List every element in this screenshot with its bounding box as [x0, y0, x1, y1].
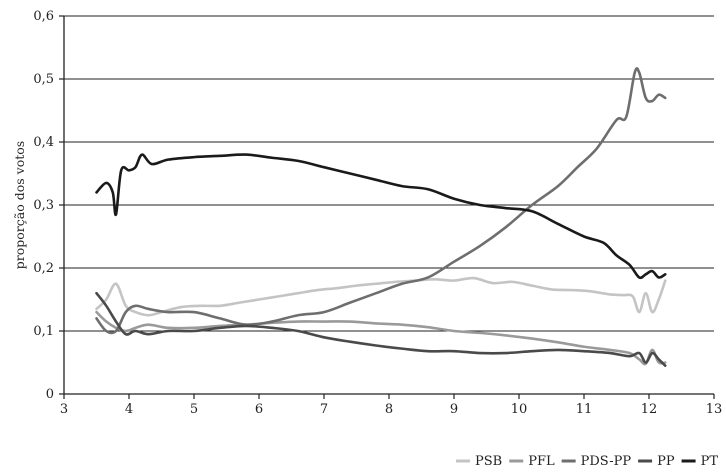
x-tick-label: 9 [450, 402, 458, 417]
legend-label-psb: PSB [475, 454, 502, 469]
x-tick-label: 7 [320, 402, 328, 417]
legend: PSB PFL PDS-PP PP PT [456, 454, 718, 469]
y-axis-title: proporção dos votos [12, 141, 27, 269]
x-tick-label: 11 [576, 402, 593, 417]
y-tick-label: 0,1 [33, 324, 54, 339]
series-line-pt [95, 153, 667, 280]
x-tick-label: 5 [190, 402, 198, 417]
y-tick-label: 0 [46, 387, 54, 402]
y-tick-label: 0,3 [33, 198, 54, 213]
series-lines [95, 67, 667, 367]
y-tick-label: 0,4 [33, 135, 54, 150]
legend-label-pfl: PFL [528, 454, 555, 469]
legend-label-pds-pp: PDS-PP [581, 454, 632, 469]
x-tick-label: 8 [385, 402, 393, 417]
gridlines [64, 15, 714, 332]
x-tick-label: 3 [60, 402, 68, 417]
y-tick-label: 0,2 [33, 261, 54, 276]
series-line-pp [95, 291, 667, 367]
x-axis-ticks: 3 4 5 6 7 8 9 10 11 12 13 [60, 394, 722, 417]
series-line-psb [95, 276, 667, 317]
series-line-pfl [95, 310, 667, 366]
x-tick-label: 13 [706, 402, 723, 417]
x-tick-label: 10 [511, 402, 528, 417]
y-axis-ticks: 0 0,1 0,2 0,3 0,4 0,5 0,6 [33, 9, 64, 402]
legend-label-pt: PT [701, 454, 719, 469]
x-tick-label: 6 [255, 402, 263, 417]
y-tick-label: 0,6 [33, 9, 54, 24]
series-line-pds-pp [95, 67, 667, 335]
legend-label-pp: PP [657, 454, 675, 469]
x-tick-label: 12 [641, 402, 658, 417]
x-tick-label: 4 [125, 402, 133, 417]
y-tick-label: 0,5 [33, 72, 54, 87]
